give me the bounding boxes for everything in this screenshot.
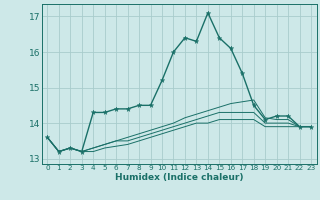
X-axis label: Humidex (Indice chaleur): Humidex (Indice chaleur) — [115, 173, 244, 182]
